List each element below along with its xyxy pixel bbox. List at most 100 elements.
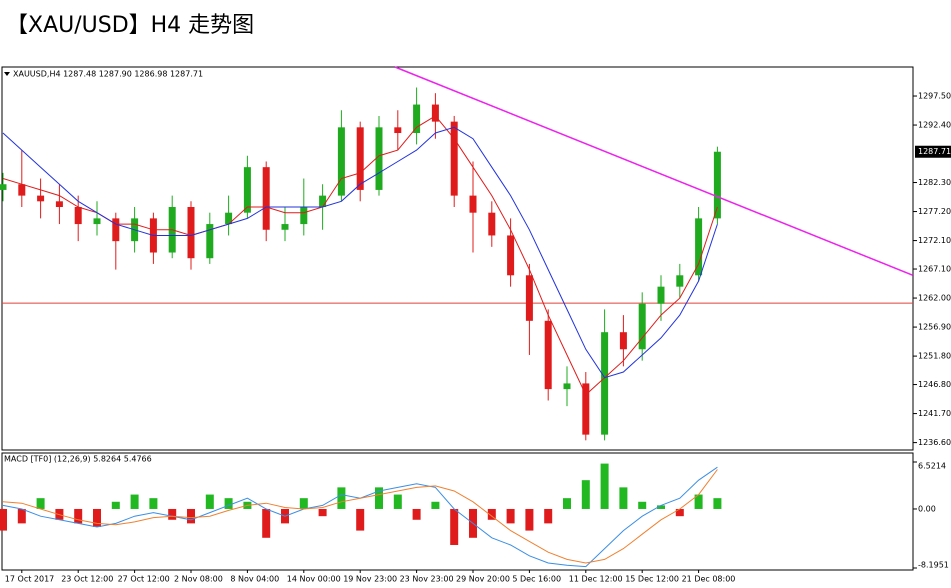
candle-body <box>431 104 439 122</box>
candle-body <box>676 275 684 287</box>
x-tick-label: 19 Nov 23:00 <box>343 575 397 584</box>
macd-bar <box>638 501 647 509</box>
macd-bar <box>74 508 83 524</box>
macd-bar <box>375 487 383 509</box>
candle-body <box>713 151 721 219</box>
macd-bar <box>450 508 459 545</box>
y-tick-label: 6.5214 <box>918 462 946 471</box>
macd-bar <box>412 508 421 520</box>
y-tick-label: 1262.00 <box>918 294 951 303</box>
macd-bar <box>0 508 7 531</box>
candle-body <box>488 212 496 236</box>
x-tick-label: 17 Oct 2017 <box>5 575 54 584</box>
macd-bar <box>581 480 590 509</box>
macd-bar <box>356 508 365 531</box>
candle-body <box>601 332 609 435</box>
candle-body <box>394 127 402 134</box>
macd-bar <box>168 508 177 520</box>
x-tick-label: 23 Oct 12:00 <box>61 575 113 584</box>
x-tick-label: 8 Nov 04:00 <box>230 575 279 584</box>
candle-body <box>375 127 383 190</box>
macd-bar <box>657 505 665 509</box>
macd-bar <box>431 501 440 509</box>
candle-body <box>93 218 101 225</box>
x-tick-label: 21 Dec 08:00 <box>682 575 736 584</box>
macd-bar <box>262 508 271 538</box>
candle-body <box>544 320 552 390</box>
y-tick-label: 1272.10 <box>918 236 951 245</box>
candle-body <box>657 286 665 304</box>
macd-bar <box>337 487 346 509</box>
candle-body <box>0 184 7 190</box>
price-panel <box>1 66 914 451</box>
candle-body <box>507 235 515 276</box>
price-tag-box <box>915 145 951 158</box>
macd-bar <box>675 508 684 517</box>
x-tick-label: 5 Dec 16:00 <box>512 575 561 584</box>
macd-bar <box>93 508 101 527</box>
candle-body <box>18 184 26 196</box>
price-legend: XAUUSD,H4 1287.48 1287.90 1286.98 1287.7… <box>13 70 203 79</box>
macd-bar <box>187 508 195 524</box>
macd-bar <box>318 508 327 517</box>
candle-body <box>300 206 308 225</box>
macd-bar <box>713 498 722 509</box>
y-tick-label: 1267.10 <box>918 265 951 274</box>
candle-body <box>112 218 120 242</box>
y-tick-label: -8.1951 <box>918 561 949 570</box>
candle-body <box>356 127 364 190</box>
candle-body <box>37 195 45 202</box>
x-tick-label: 15 Dec 12:00 <box>625 575 679 584</box>
candle-body <box>563 383 571 390</box>
x-tick-label: 2 Nov 08:00 <box>174 575 223 584</box>
macd-bar <box>525 508 534 531</box>
y-tick-label: 1292.40 <box>918 121 951 130</box>
macd-bar <box>487 508 496 520</box>
macd-bar <box>694 494 703 509</box>
candle-body <box>55 201 63 207</box>
macd-bar <box>205 494 214 509</box>
candle-body <box>469 195 477 213</box>
macd-bar <box>600 463 609 509</box>
candle-body <box>582 383 590 435</box>
macd-bar <box>393 494 402 509</box>
price-tag: 1287.71 <box>918 147 951 156</box>
y-tick-label: 1251.80 <box>918 352 951 361</box>
candle-body <box>319 195 327 207</box>
candle-body <box>187 206 195 259</box>
x-tick-label: 29 Nov 20:00 <box>456 575 510 584</box>
macd-legend: MACD [TF0] (12,26,9) 5.8264 5.4766 <box>4 455 152 464</box>
y-tick-label: 1282.30 <box>918 178 951 187</box>
candle-body <box>695 218 703 276</box>
y-tick-label: 1246.80 <box>918 380 951 389</box>
candle-body <box>525 275 533 321</box>
macd-bar <box>563 498 571 509</box>
candle-body <box>206 224 214 259</box>
macd-bar <box>17 508 26 524</box>
chart-title: 【XAU/USD】H4 走势图 <box>6 13 254 38</box>
candle-body <box>450 121 458 196</box>
macd-bar <box>36 498 45 509</box>
macd-bar <box>506 508 515 524</box>
candle-body <box>281 224 289 230</box>
macd-bar <box>544 508 553 524</box>
x-tick-label: 23 Nov 23:00 <box>400 575 454 584</box>
y-tick-label: 1256.90 <box>918 323 951 332</box>
macd-bar <box>224 498 233 509</box>
y-tick-label: 1297.50 <box>918 92 951 101</box>
trend-line <box>394 66 914 276</box>
macd-line <box>2 469 718 564</box>
moving-average <box>2 115 718 396</box>
legend-arrow <box>4 72 10 76</box>
y-tick-label: 0.00 <box>918 504 936 513</box>
x-tick-label: 14 Nov 00:00 <box>287 575 341 584</box>
candle-body <box>619 332 627 350</box>
x-tick-label: 11 Dec 12:00 <box>569 575 623 584</box>
macd-bar <box>149 498 158 509</box>
candle-body <box>638 303 646 350</box>
y-tick-label: 1236.60 <box>918 438 951 447</box>
y-tick-label: 1277.20 <box>918 207 951 216</box>
macd-bar <box>299 498 308 509</box>
macd-bar <box>619 487 628 509</box>
